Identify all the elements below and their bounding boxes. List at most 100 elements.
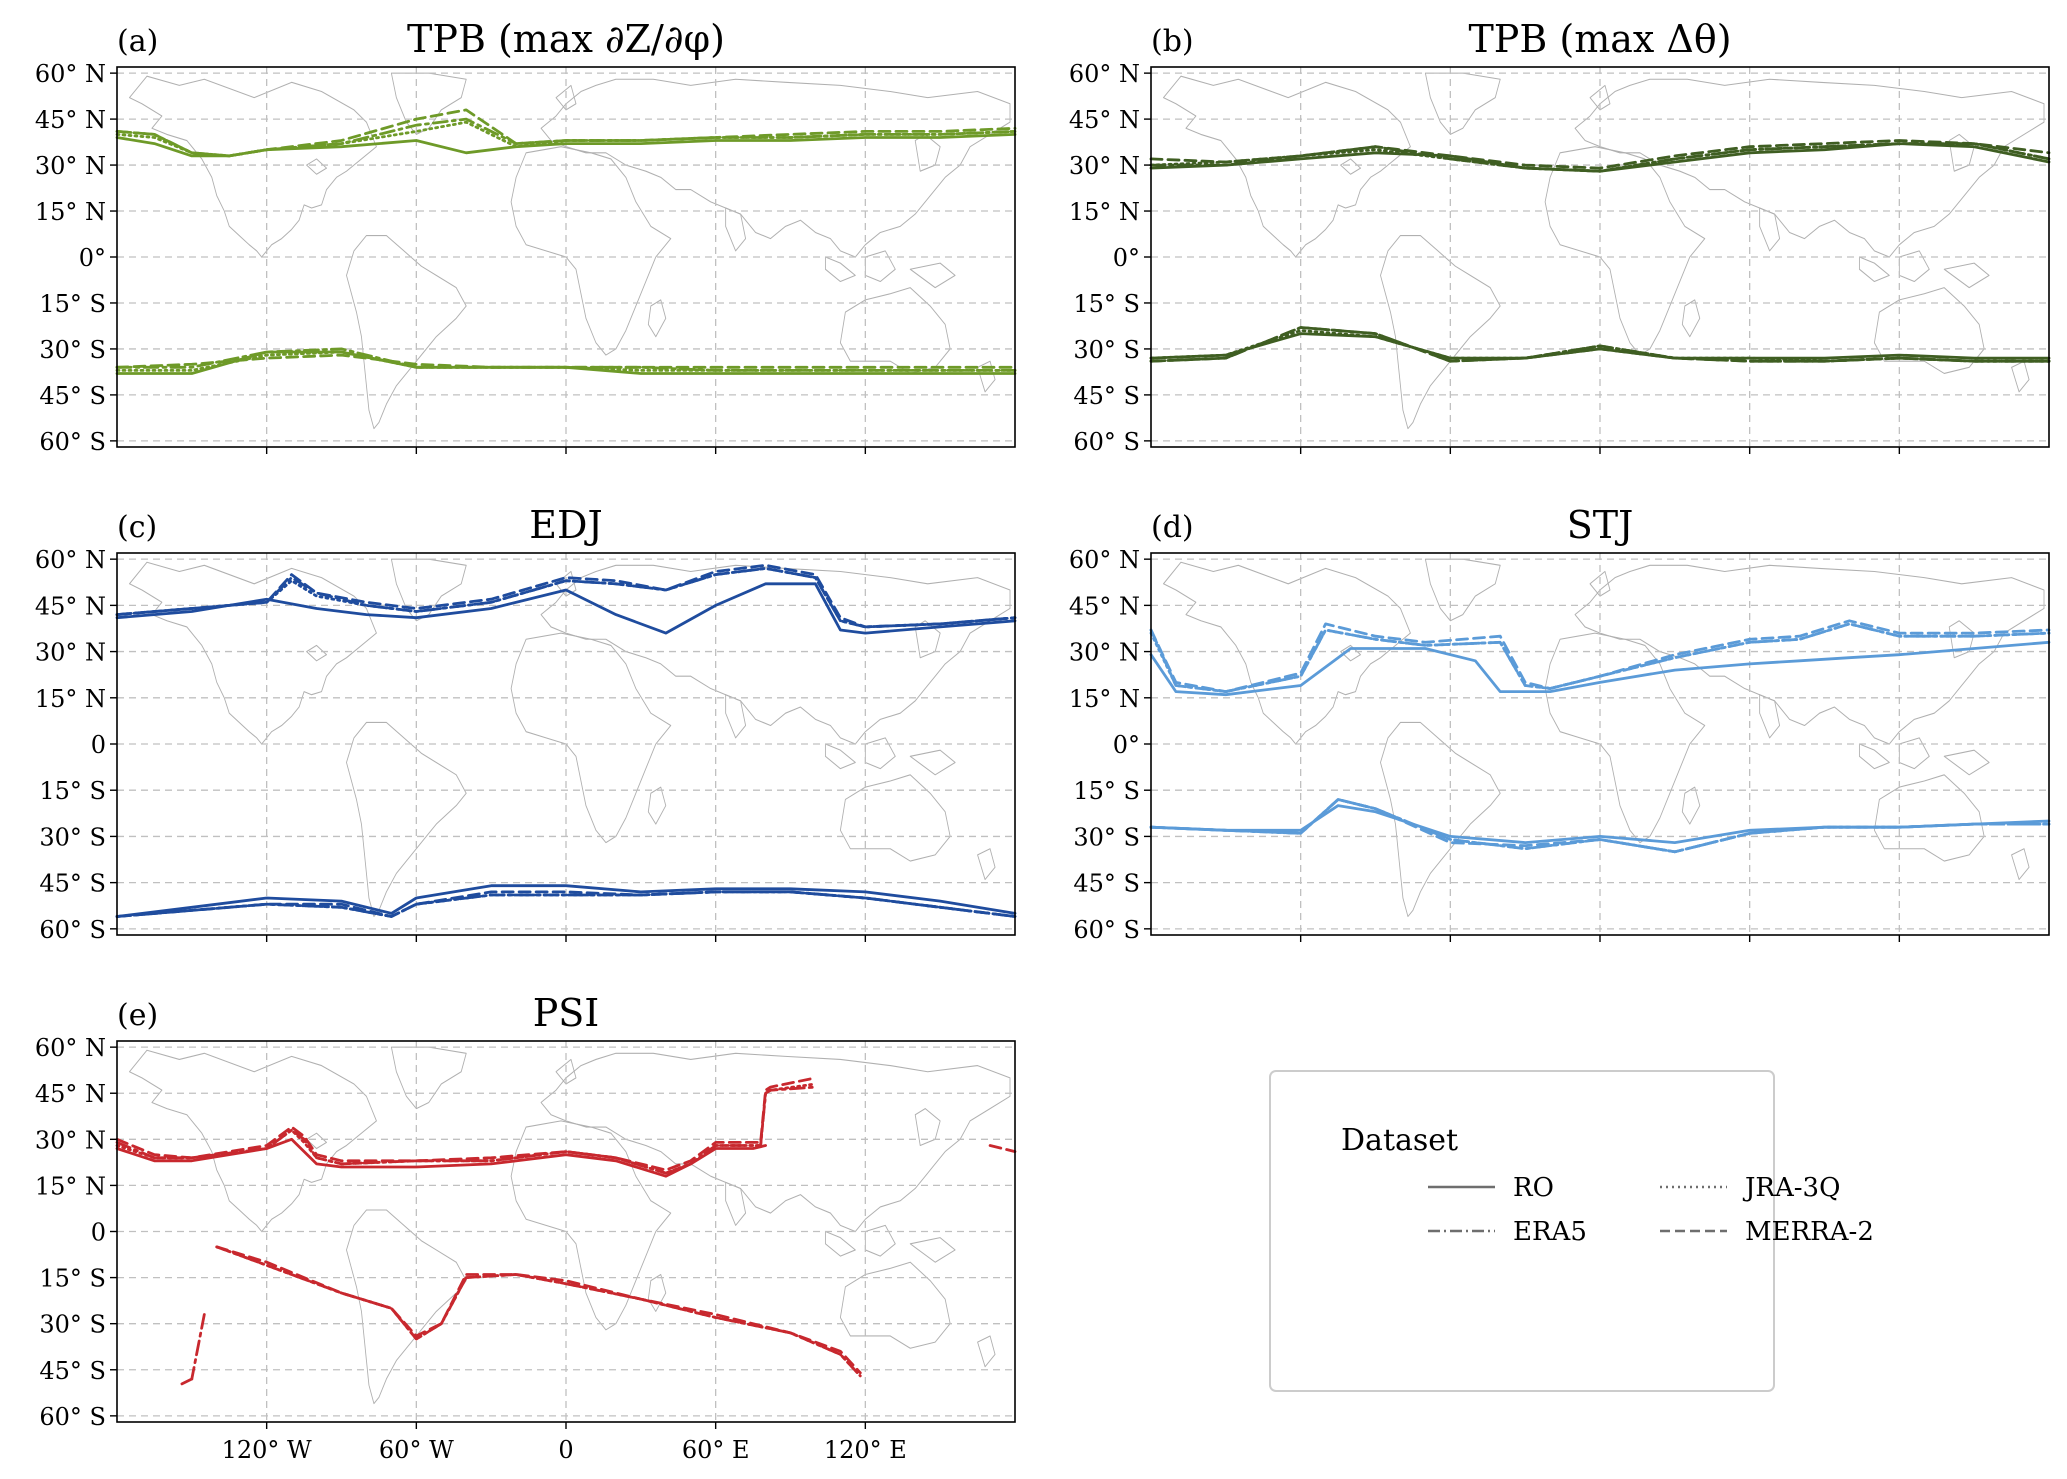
y-tick-label: 60° N xyxy=(35,546,106,574)
y-tick-label: 60° S xyxy=(39,1403,106,1431)
x-tick-label: 60° W xyxy=(379,1436,454,1464)
y-tick-label: 15° N xyxy=(35,685,106,713)
panel: 60° N 45° N 30° N 15° N 0 15° S 30° S 45° S 60° … xyxy=(35,503,1017,944)
series-line-merra-2 xyxy=(115,108,1017,158)
y-tick-label: 60° N xyxy=(1069,60,1140,88)
y-tick-label: 45° N xyxy=(35,1080,106,1108)
y-tick-label: 15° S xyxy=(39,1265,106,1293)
legend-entry: MERRA-2 xyxy=(1660,1217,1874,1247)
panel: 60° N 45° N 30° N 15° N 0° 15° S 30° S 45° S 60°… xyxy=(1069,17,2051,456)
coastline-map xyxy=(128,1046,1011,1405)
series-line-jra-3q xyxy=(115,1082,817,1175)
legend-label: ERA5 xyxy=(1513,1217,1587,1247)
series-line-merra-2 xyxy=(177,1377,194,1387)
x-tick-label: 120° W xyxy=(222,1436,312,1464)
panel-letter: (a) xyxy=(117,24,158,59)
series-line-merra-2 xyxy=(115,890,1017,918)
y-tick-label: 45° N xyxy=(1069,592,1140,620)
series-line-merra-2 xyxy=(115,563,1017,629)
panel: 60° N 45° N 30° N 15° N 0° 15° S 30° S 45° S 60°… xyxy=(1069,503,2051,944)
y-tick-label: 60° S xyxy=(1073,428,1140,456)
coastline-map xyxy=(1162,558,2045,918)
y-tick-label: 30° S xyxy=(1073,336,1140,364)
y-tick-label: 30° N xyxy=(1069,639,1140,667)
legend-entry: JRA-3Q xyxy=(1660,1173,1840,1203)
y-tick-label: 60° N xyxy=(1069,546,1140,574)
y-tick-label: 60° N xyxy=(35,60,106,88)
series-line-era5 xyxy=(215,1245,862,1378)
y-tick-label: 30° S xyxy=(39,1311,106,1339)
series-line-jra-3q xyxy=(215,1245,862,1378)
series-line-jra-3q xyxy=(1149,142,2051,173)
series-line-ro xyxy=(115,582,1017,635)
coastline-map xyxy=(1162,72,2045,430)
y-tick-label: 45° S xyxy=(39,870,106,898)
y-tick-label: 0 xyxy=(91,731,106,759)
y-tick-label: 45° S xyxy=(39,382,106,410)
y-tick-label: 30° N xyxy=(1069,152,1140,180)
coastline-map xyxy=(128,72,1011,430)
legend-label: RO xyxy=(1513,1173,1554,1203)
y-tick-label: 60° N xyxy=(35,1034,106,1062)
x-tick-label: 60° E xyxy=(682,1436,750,1464)
series-line-jra-3q xyxy=(115,120,1017,158)
y-tick-label: 30° S xyxy=(39,336,106,364)
legend-label: MERRA-2 xyxy=(1745,1217,1874,1247)
y-tick-label: 15° S xyxy=(39,290,106,318)
panel-title: EDJ xyxy=(529,503,602,547)
series-line-merra-2 xyxy=(1149,326,2051,363)
panel-title: TPB (max ∂Z/∂φ) xyxy=(407,17,725,61)
x-tick-label: 120° E xyxy=(824,1436,907,1464)
series-line-ro xyxy=(1149,640,2051,697)
y-tick-label: 15° N xyxy=(35,198,106,226)
series-line-jra-3q xyxy=(1149,622,2051,693)
panel-title: PSI xyxy=(533,991,600,1035)
panel: 60° N 45° N 30° N 15° N 0 15° S 30° S 45° S 60° … xyxy=(35,991,1017,1464)
y-tick-label: 45° S xyxy=(1073,382,1140,410)
y-tick-label: 45° N xyxy=(1069,106,1140,134)
panel-letter: (b) xyxy=(1151,24,1194,59)
y-tick-label: 30° N xyxy=(35,1126,106,1154)
series-line-era5 xyxy=(190,1313,206,1381)
y-tick-label: 15° S xyxy=(39,777,106,805)
legend: Dataset RO ERA5 JRA-3Q MERRA-2 xyxy=(1269,1070,1874,1392)
series-line-merra-2 xyxy=(1149,619,2051,693)
legend-entry: RO xyxy=(1428,1173,1554,1203)
panel-title: STJ xyxy=(1567,503,1634,547)
legend-entry: ERA5 xyxy=(1428,1217,1587,1247)
y-tick-label: 15° S xyxy=(1073,777,1140,805)
y-tick-label: 15° N xyxy=(1069,198,1140,226)
series-line-ro xyxy=(115,884,1017,918)
y-tick-label: 30° S xyxy=(39,823,106,851)
panel-letter: (d) xyxy=(1151,510,1194,545)
y-tick-label: 15° N xyxy=(35,1172,106,1200)
y-tick-label: 15° N xyxy=(1069,685,1140,713)
y-tick-label: 30° S xyxy=(1073,823,1140,851)
y-tick-label: 0 xyxy=(91,1219,106,1247)
series-line-merra-2 xyxy=(215,1245,862,1375)
x-tick-label: 0 xyxy=(558,1436,573,1464)
y-tick-label: 15° S xyxy=(1073,290,1140,318)
series-line-merra-2 xyxy=(988,1144,1017,1153)
y-tick-label: 60° S xyxy=(1073,916,1140,944)
y-tick-label: 45° N xyxy=(35,592,106,620)
y-tick-label: 45° N xyxy=(35,106,106,134)
series-line-jra-3q xyxy=(1149,329,2051,363)
y-tick-label: 0° xyxy=(1113,731,1140,759)
legend-title: Dataset xyxy=(1341,1123,1458,1158)
y-tick-label: 60° S xyxy=(39,428,106,456)
y-tick-label: 0° xyxy=(79,244,106,272)
panel-letter: (c) xyxy=(117,510,157,545)
y-tick-label: 30° N xyxy=(35,152,106,180)
y-tick-label: 45° S xyxy=(1073,870,1140,898)
legend-frame xyxy=(1269,1070,1775,1392)
series-line-merra-2 xyxy=(1149,798,2051,854)
y-tick-label: 45° S xyxy=(39,1357,106,1385)
series-line-merra-2 xyxy=(1149,139,2051,170)
legend-label: JRA-3Q xyxy=(1742,1173,1840,1203)
panel-title: TPB (max Δθ) xyxy=(1468,17,1731,61)
series-line-jra-3q xyxy=(115,567,1017,629)
panel-letter: (e) xyxy=(117,998,158,1033)
series-line-merra-2 xyxy=(115,1076,817,1172)
